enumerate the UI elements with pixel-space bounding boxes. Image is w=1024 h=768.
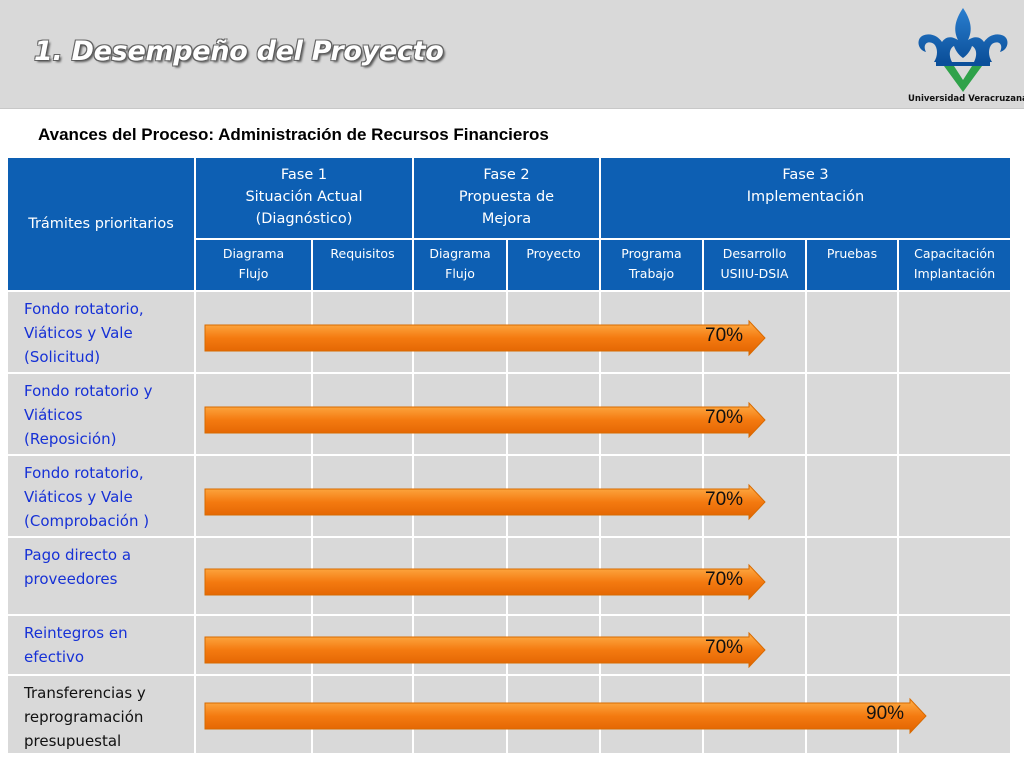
row-label-line: Fondo rotatorio, bbox=[24, 300, 144, 318]
row-label-line: Reintegros en bbox=[24, 624, 128, 642]
row-label-line: Transferencias y bbox=[24, 684, 146, 702]
table-cell bbox=[899, 456, 1010, 536]
table-cell bbox=[899, 616, 1010, 674]
header-text-line: Mejora bbox=[481, 211, 532, 227]
university-name: Universidad Veracruzana bbox=[908, 94, 1024, 104]
table-cell bbox=[807, 374, 897, 454]
row-label-line: (Comprobación ) bbox=[24, 512, 150, 530]
row-label-line: Pago directo a bbox=[24, 546, 132, 564]
progress-label: 70% bbox=[705, 489, 744, 510]
phase-header-3: Fase 3 Implementación bbox=[601, 158, 1010, 238]
table-cell bbox=[899, 538, 1010, 614]
header-text-line: Fase 2 bbox=[483, 167, 530, 183]
row-label-line: (Reposición) bbox=[24, 430, 117, 448]
header-text-line: Fase 3 bbox=[782, 167, 829, 183]
row-label: Fondo rotatorio, Viáticos y Vale (Solicitu… bbox=[8, 292, 194, 372]
table-header-tramites: Trámites prioritarios bbox=[8, 158, 194, 290]
row-label: Fondo rotatorio, Viáticos y Vale (Comproba… bbox=[8, 456, 194, 536]
header-text-line: Requisitos bbox=[330, 246, 395, 261]
row-label-line: efectivo bbox=[24, 648, 85, 666]
subheader-3: Diagrama Flujo bbox=[414, 240, 506, 290]
progress-label: 70% bbox=[705, 407, 744, 428]
progress-arrow-bar bbox=[204, 631, 766, 674]
table-cell bbox=[807, 538, 897, 614]
progress-arrow-bar bbox=[204, 401, 766, 444]
subheader-8: Capacitación Implantación bbox=[899, 240, 1010, 290]
header-text-line: Diagrama bbox=[429, 246, 491, 261]
table-cell bbox=[899, 292, 1010, 372]
slide-header bbox=[0, 0, 1024, 109]
row-label-line: reprogramación bbox=[24, 708, 144, 726]
header-text-line: (Diagnóstico) bbox=[255, 211, 353, 227]
progress-arrow-bar bbox=[204, 483, 766, 526]
row-label-line: proveedores bbox=[24, 570, 118, 588]
row-label-line: Fondo rotatorio y bbox=[24, 382, 153, 400]
header-text-line: Flujo bbox=[238, 266, 269, 281]
row-label-line: Viáticos y Vale bbox=[24, 324, 133, 342]
header-text-line: Fase 1 bbox=[280, 167, 328, 183]
subheader-6: Desarrollo USIIU-DSIA bbox=[704, 240, 805, 290]
subheader-5: Programa Trabajo bbox=[601, 240, 702, 290]
subheader-7: Pruebas bbox=[807, 240, 897, 290]
table-cell bbox=[807, 292, 897, 372]
header-text-line: Desarrollo bbox=[722, 246, 787, 261]
row-label-line: presupuestal bbox=[24, 732, 122, 750]
fleur-de-lis-icon bbox=[918, 8, 1008, 92]
progress-label: 70% bbox=[705, 325, 744, 346]
slide-title: 1. Desempeño del Proyecto bbox=[34, 36, 444, 67]
header-text-line: Implantación bbox=[913, 266, 996, 281]
phase-header-2: Fase 2 Propuesta de Mejora bbox=[414, 158, 599, 238]
header-text-line: Implementación bbox=[746, 189, 865, 205]
table-cell bbox=[807, 616, 897, 674]
header-text-line: Flujo bbox=[445, 266, 475, 281]
table-cell bbox=[899, 374, 1010, 454]
progress-arrow-bar bbox=[204, 319, 766, 362]
header-text-line: Situación Actual bbox=[245, 189, 363, 205]
row-label: Reintegros en efectivo bbox=[8, 616, 194, 674]
header-text-line: Pruebas bbox=[826, 246, 878, 261]
table-cell bbox=[807, 456, 897, 536]
progress-arrow-bar bbox=[204, 563, 766, 606]
header-text-line: Diagrama bbox=[222, 246, 285, 261]
row-label-line: Viáticos y Vale bbox=[24, 488, 133, 506]
row-label-line: Viáticos bbox=[24, 406, 83, 424]
header-text-line: Capacitación bbox=[914, 246, 995, 261]
progress-arrow-bar bbox=[204, 697, 927, 740]
row-label: Transferencias y reprogramación presupuest… bbox=[8, 676, 194, 753]
header-text-line: Propuesta de bbox=[458, 189, 555, 205]
subheader-4: Proyecto bbox=[508, 240, 599, 290]
section-subtitle: Avances del Proceso: Administración de R… bbox=[38, 125, 549, 144]
row-label: Fondo rotatorio y Viáticos (Reposición) bbox=[8, 374, 194, 454]
header-text-line: Programa bbox=[621, 246, 682, 261]
progress-label: 90% bbox=[866, 703, 905, 724]
university-logo: Universidad Veracruzana bbox=[908, 6, 1024, 106]
subheader-2: Requisitos bbox=[313, 240, 412, 290]
subheader-1: Diagrama Flujo bbox=[196, 240, 311, 290]
row-label-line: Fondo rotatorio, bbox=[24, 464, 144, 482]
progress-label: 70% bbox=[705, 637, 744, 658]
header-text-line: Proyecto bbox=[526, 246, 581, 261]
progress-label: 70% bbox=[705, 569, 744, 590]
phase-header-1: Fase 1 Situación Actual (Diagnóstico) bbox=[196, 158, 412, 238]
row-label-line: (Solicitud) bbox=[24, 348, 101, 366]
header-text-line: Trabajo bbox=[628, 266, 675, 281]
row-label: Pago directo a proveedores bbox=[8, 538, 194, 614]
header-text-line: USIIU-DSIA bbox=[720, 266, 789, 281]
